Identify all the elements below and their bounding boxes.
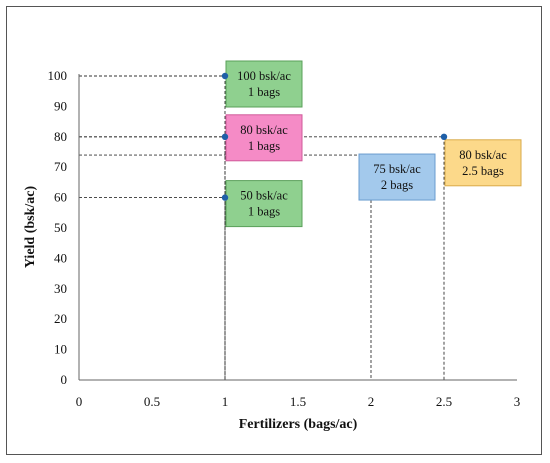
x-tick-label: 0 [76, 394, 83, 409]
annotation-box: 80 bsk/ac 2.5 bags [444, 139, 522, 187]
x-tick-label: 1.5 [290, 394, 306, 409]
figure-frame [6, 6, 542, 455]
y-tick-label: 100 [48, 68, 68, 83]
annotation-box-bg [225, 180, 303, 228]
annotation-box: 80 bsk/ac 1 bags [225, 114, 303, 162]
x-axis-title: Fertilizers (bags/ac) [239, 417, 358, 432]
annotation-yield-label: 80 bsk/ac [459, 148, 507, 162]
y-axis-title: Yield (bsk/ac) [23, 186, 38, 269]
annotation-yield-label: 100 bsk/ac [237, 69, 291, 83]
x-tick-label: 2 [368, 394, 375, 409]
annotation-box-bg [225, 60, 303, 108]
annotation-yield-label: 50 bsk/ac [240, 189, 288, 203]
y-tick-label: 0 [61, 372, 68, 387]
data-point [221, 133, 229, 140]
data-points [221, 72, 448, 201]
y-tick-label: 50 [54, 220, 67, 235]
y-tick-labels: 0 10 20 30 40 50 60 70 80 90 100 [48, 68, 68, 387]
y-tick-label: 30 [54, 281, 67, 296]
annotation-bags-label: 1 bags [248, 139, 280, 153]
y-tick-label: 40 [54, 250, 67, 265]
y-tick-label: 60 [54, 190, 67, 205]
annotation-bags-label: 1 bags [248, 205, 280, 219]
annotation-box-bg [358, 153, 436, 201]
annotation-bags-label: 1 bags [248, 85, 280, 99]
annotation-yield-label: 80 bsk/ac [240, 123, 288, 137]
annotation-box: 75 bsk/ac 2 bags [358, 153, 436, 201]
annotation-bags-label: 2 bags [381, 178, 413, 192]
annotation-box: 50 bsk/ac 1 bags [225, 180, 303, 228]
annotation-yield-label: 75 bsk/ac [373, 162, 421, 176]
x-tick-label: 1 [222, 394, 229, 409]
y-tick-label: 10 [54, 342, 67, 357]
x-tick-label: 0.5 [144, 394, 160, 409]
axes [78, 74, 517, 381]
x-tick-labels: 0 0.5 1 1.5 2 2.5 3 [76, 394, 521, 409]
x-tick-label: 2.5 [436, 394, 452, 409]
data-point [221, 72, 229, 80]
y-tick-label: 70 [54, 159, 67, 174]
y-tick-label: 90 [54, 98, 67, 113]
annotation-box-bg [444, 139, 522, 187]
y-tick-label: 80 [54, 129, 67, 144]
x-tick-label: 3 [514, 394, 521, 409]
annotation-box: 100 bsk/ac 1 bags [225, 60, 303, 108]
data-point [221, 194, 229, 201]
data-point [440, 133, 448, 140]
annotation-bags-label: 2.5 bags [462, 164, 504, 178]
annotation-box-bg [225, 114, 303, 162]
y-tick-label: 20 [54, 311, 67, 326]
